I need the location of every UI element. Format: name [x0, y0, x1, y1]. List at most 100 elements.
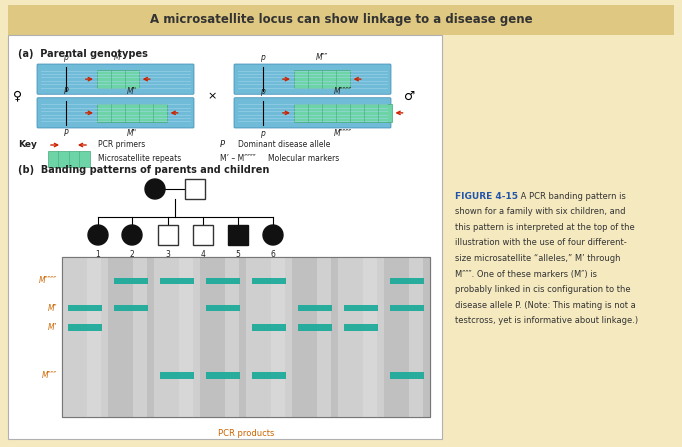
Bar [108, 257, 154, 417]
FancyBboxPatch shape [8, 35, 442, 439]
Bar [384, 257, 430, 417]
Bar [344, 324, 378, 331]
Bar [344, 305, 378, 312]
Bar [207, 278, 239, 284]
Bar [115, 305, 147, 312]
Text: p: p [261, 54, 265, 63]
Text: M″″″″: M″″″″ [39, 276, 57, 286]
Text: disease allele P. (Note: This mating is not a: disease allele P. (Note: This mating is … [455, 300, 636, 309]
Text: FIGURE 4-15: FIGURE 4-15 [455, 192, 518, 201]
Text: p: p [261, 130, 265, 139]
Text: (b)  Banding patterns of parents and children: (b) Banding patterns of parents and chil… [18, 165, 269, 175]
Bar [409, 257, 423, 417]
Text: p: p [63, 54, 68, 63]
Text: M″″″: M″″″ [42, 371, 57, 380]
Bar [252, 278, 286, 284]
Circle shape [88, 225, 108, 245]
Circle shape [145, 179, 165, 199]
Text: A microsatellite locus can show linkage to a disease gene: A microsatellite locus can show linkage … [149, 13, 533, 26]
Bar [364, 257, 377, 417]
Circle shape [122, 225, 142, 245]
Text: M": M" [127, 130, 137, 139]
FancyBboxPatch shape [294, 104, 391, 122]
Text: M″″″. One of these markers (M″) is: M″″″. One of these markers (M″) is [455, 270, 597, 278]
FancyBboxPatch shape [97, 104, 166, 122]
Text: M’: M’ [48, 323, 57, 332]
Bar [228, 225, 248, 245]
Text: M’ – M″″″″: M’ – M″″″″ [220, 155, 256, 164]
Text: M″″″″: M″″″″ [333, 87, 352, 96]
Bar [338, 257, 384, 417]
Bar [160, 372, 194, 379]
Text: probably linked in cis configuration to the: probably linked in cis configuration to … [455, 285, 631, 294]
Bar [87, 257, 101, 417]
Text: illustration with the use of four different-: illustration with the use of four differ… [455, 239, 627, 248]
Bar [179, 257, 193, 417]
Text: PCR products: PCR products [218, 429, 274, 438]
Bar [299, 305, 331, 312]
Bar [390, 305, 424, 312]
FancyBboxPatch shape [97, 70, 138, 88]
Text: p: p [261, 87, 265, 96]
Bar [390, 372, 424, 379]
Bar [299, 324, 331, 331]
Text: M': M' [113, 54, 122, 63]
Text: Key: Key [18, 140, 37, 149]
Bar [160, 278, 194, 284]
Bar [271, 257, 285, 417]
Bar [317, 257, 331, 417]
Text: testcross, yet is informative about linkage.): testcross, yet is informative about link… [455, 316, 638, 325]
Text: P: P [63, 130, 68, 139]
FancyBboxPatch shape [37, 98, 194, 128]
Bar [158, 225, 178, 245]
Text: ♀: ♀ [14, 89, 23, 102]
Text: M": M" [127, 87, 137, 96]
FancyBboxPatch shape [8, 5, 674, 35]
Bar [62, 257, 430, 417]
Bar [62, 257, 108, 417]
Text: ♂: ♂ [404, 89, 415, 102]
Text: P: P [220, 140, 225, 149]
FancyBboxPatch shape [37, 64, 194, 94]
Text: M″″: M″″ [316, 54, 328, 63]
Text: M″: M″ [48, 304, 57, 312]
Text: 1: 1 [95, 250, 100, 259]
FancyBboxPatch shape [234, 98, 391, 128]
FancyBboxPatch shape [294, 70, 350, 88]
Text: M″″″″: M″″″″ [333, 130, 352, 139]
Circle shape [263, 225, 283, 245]
Bar [193, 225, 213, 245]
Bar [246, 257, 292, 417]
Text: PCR primers: PCR primers [98, 140, 145, 149]
Bar [252, 372, 286, 379]
Text: Microsatellite repeats: Microsatellite repeats [98, 155, 181, 164]
Text: ×: × [207, 91, 217, 101]
Text: 3: 3 [166, 250, 170, 259]
Bar [225, 257, 239, 417]
Bar [200, 257, 246, 417]
Text: 5: 5 [235, 250, 241, 259]
Bar [115, 278, 147, 284]
Text: P: P [63, 87, 68, 96]
Text: size microsatellite “alleles,” M’ through: size microsatellite “alleles,” M’ throug… [455, 254, 621, 263]
Bar [133, 257, 147, 417]
Text: (a)  Parental genotypes: (a) Parental genotypes [18, 49, 148, 59]
Bar [207, 372, 239, 379]
Text: shown for a family with six children, and: shown for a family with six children, an… [455, 207, 625, 216]
Text: this pattern is interpreted at the top of the: this pattern is interpreted at the top o… [455, 223, 635, 232]
Text: Molecular markers: Molecular markers [268, 155, 339, 164]
Bar [62, 257, 430, 417]
Text: Dominant disease allele: Dominant disease allele [238, 140, 330, 149]
Bar [154, 257, 200, 417]
FancyBboxPatch shape [234, 64, 391, 94]
Bar [207, 305, 239, 312]
Text: 6: 6 [271, 250, 276, 259]
Text: 4: 4 [201, 250, 205, 259]
Text: A PCR banding pattern is: A PCR banding pattern is [518, 192, 626, 201]
Bar [68, 324, 102, 331]
Bar [185, 179, 205, 199]
Bar [292, 257, 338, 417]
Bar [252, 324, 286, 331]
Bar [68, 305, 102, 312]
Bar [390, 278, 424, 284]
